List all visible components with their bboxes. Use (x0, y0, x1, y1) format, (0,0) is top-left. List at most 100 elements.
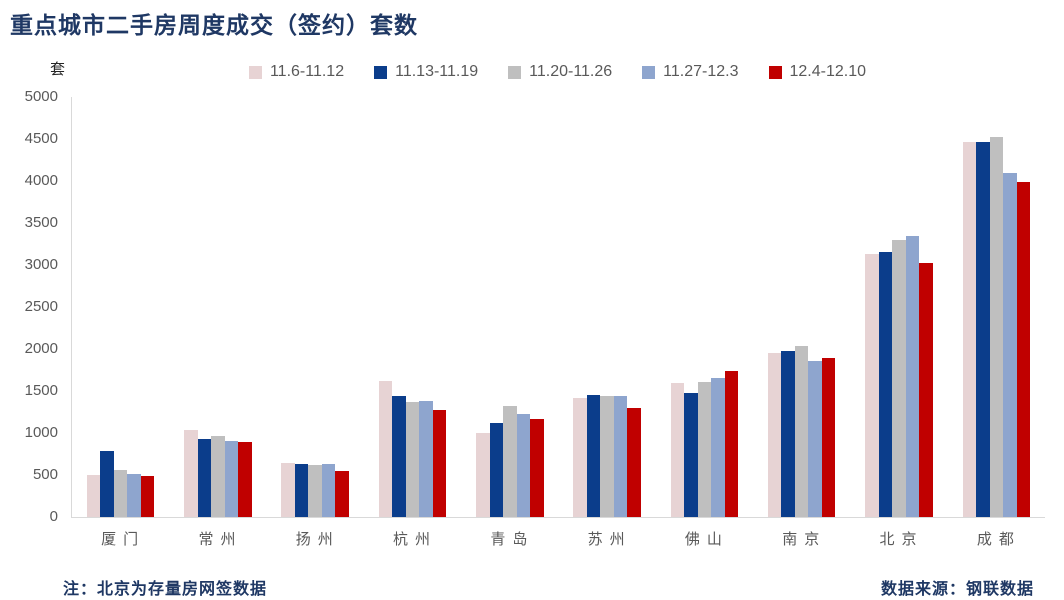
legend-item-11.6-11.12: 11.6-11.12 (248, 63, 345, 81)
footnote-left: 注：北京为存量房网签数据 (63, 579, 268, 598)
legend-label: 11.20-11.26 (529, 63, 613, 80)
bar-青岛-11.6-11.12 (476, 433, 490, 517)
bar-成都-11.20-11.26 (989, 137, 1004, 517)
bar-成都-12.4-12.10 (1016, 181, 1031, 517)
bar-青岛-11.27-12.3 (516, 413, 531, 517)
y-tick-label: 4500 (24, 130, 58, 147)
legend-item-12.4-12.10: 12.4-12.10 (768, 63, 867, 81)
bar-佛山-12.4-12.10 (724, 370, 739, 517)
bar-南京-11.6-11.12 (767, 353, 782, 517)
x-axis-label-常州: 常州 (198, 530, 243, 548)
y-tick-label: 3000 (24, 256, 58, 273)
bar-苏州-11.6-11.12 (573, 398, 587, 517)
bar-苏州-11.20-11.26 (600, 395, 614, 517)
bar-青岛-12.4-12.10 (530, 418, 544, 517)
bar-常州-11.13-11.19 (197, 438, 212, 517)
bar-group-常州 (169, 97, 266, 517)
bar-厦门-12.4-12.10 (140, 476, 155, 517)
bar-北京-11.20-11.26 (892, 239, 906, 517)
bar-group-苏州 (558, 97, 655, 517)
x-axis-label-厦门: 厦门 (101, 530, 146, 548)
x-axis-labels: 厦门 常州 扬州 杭州 青岛 苏州 佛山 南京 北京 成都 (71, 528, 1044, 549)
y-tick-label: 500 (32, 466, 58, 483)
bar-苏州-11.27-12.3 (613, 395, 628, 517)
bar-南京-11.27-12.3 (808, 360, 822, 517)
x-axis-label-成都: 成都 (976, 530, 1021, 548)
legend-label: 11.27-12.3 (663, 63, 739, 80)
bar-苏州-12.4-12.10 (627, 407, 641, 517)
bar-苏州-11.13-11.19 (586, 394, 601, 517)
bar-北京-11.6-11.12 (865, 254, 879, 517)
x-axis-label-杭州: 杭州 (393, 530, 438, 548)
legend-item-11.27-12.3: 11.27-12.3 (642, 63, 739, 81)
legend-label: 11.6-11.12 (269, 63, 345, 80)
bar-南京-11.20-11.26 (794, 346, 809, 517)
x-axis-label-南京: 南京 (782, 530, 827, 548)
bar-北京-11.13-11.19 (878, 252, 893, 517)
bar-南京-11.13-11.19 (781, 350, 795, 517)
legend-label: 12.4-12.10 (789, 63, 867, 80)
legend-swatch-icon (248, 65, 262, 79)
bar-group-厦门 (72, 97, 169, 517)
chart-legend: 11.6-11.12 11.13-11.19 11.20-11.26 11.27-12… (71, 61, 1044, 83)
bar-扬州-11.6-11.12 (281, 463, 295, 517)
y-tick-label: 1500 (24, 382, 58, 399)
bar-常州-11.27-12.3 (224, 440, 239, 517)
bar-杭州-11.27-12.3 (419, 401, 433, 517)
bar-group-青岛 (461, 97, 558, 517)
x-axis-label-佛山: 佛山 (684, 530, 729, 548)
y-axis-unit-label: 套 (50, 60, 66, 78)
bar-厦门-11.6-11.12 (86, 475, 101, 517)
bar-扬州-11.27-12.3 (321, 464, 336, 517)
bar-成都-11.27-12.3 (1003, 172, 1017, 517)
y-tick-label: 2000 (24, 340, 58, 357)
bar-group-佛山 (656, 97, 753, 517)
bar-扬州-12.4-12.10 (335, 470, 349, 517)
y-tick-label: 1000 (24, 424, 58, 441)
bar-厦门-11.27-12.3 (127, 473, 141, 517)
legend-item-11.13-11.19: 11.13-11.19 (374, 63, 478, 81)
bar-佛山-11.20-11.26 (697, 381, 712, 517)
bar-常州-12.4-12.10 (238, 442, 252, 517)
legend-swatch-icon (374, 65, 388, 79)
bar-佛山-11.13-11.19 (684, 392, 698, 517)
bar-青岛-11.20-11.26 (503, 406, 517, 517)
footnote-right: 数据来源：钢联数据 (880, 579, 1034, 598)
bar-佛山-11.6-11.12 (670, 382, 685, 517)
x-axis-label-扬州: 扬州 (295, 530, 340, 548)
bar-杭州-12.4-12.10 (432, 410, 447, 517)
bar-group-扬州 (267, 97, 364, 517)
x-axis-label-青岛: 青岛 (490, 530, 535, 548)
bar-常州-11.20-11.26 (211, 435, 225, 517)
bar-佛山-11.27-12.3 (711, 377, 725, 517)
bar-杭州-11.13-11.19 (392, 396, 406, 517)
x-axis-label-苏州: 苏州 (587, 530, 632, 548)
y-tick-label: 2500 (24, 298, 58, 315)
bar-北京-11.27-12.3 (905, 236, 920, 517)
bar-青岛-11.13-11.19 (489, 423, 504, 517)
bar-group-北京 (850, 97, 947, 517)
y-tick-label: 3500 (24, 214, 58, 231)
bar-南京-12.4-12.10 (821, 358, 836, 517)
bar-杭州-11.20-11.26 (405, 402, 420, 517)
y-tick-label: 4000 (24, 172, 58, 189)
chart-title: 重点城市二手房周度成交（签约）套数 (10, 12, 418, 39)
x-axis-label-北京: 北京 (879, 530, 924, 548)
bar-常州-11.6-11.12 (184, 430, 198, 517)
bar-group-杭州 (364, 97, 461, 517)
legend-swatch-icon (642, 65, 656, 79)
bar-group-成都 (948, 97, 1045, 517)
bar-扬州-11.20-11.26 (308, 464, 322, 517)
y-axis-tick-labels: 0 500 1000 1500 2000 2500 3000 3500 4000 4500 5000 (0, 89, 62, 525)
bar-北京-12.4-12.10 (919, 263, 933, 517)
legend-swatch-icon (508, 65, 522, 79)
legend-item-11.20-11.26: 11.20-11.26 (508, 63, 612, 81)
bar-杭州-11.6-11.12 (378, 380, 393, 517)
bar-成都-11.13-11.19 (976, 142, 990, 517)
y-tick-label: 0 (49, 508, 58, 525)
bar-group-南京 (753, 97, 850, 517)
bar-厦门-11.20-11.26 (113, 469, 128, 517)
bar-厦门-11.13-11.19 (100, 450, 114, 517)
legend-swatch-icon (768, 65, 782, 79)
